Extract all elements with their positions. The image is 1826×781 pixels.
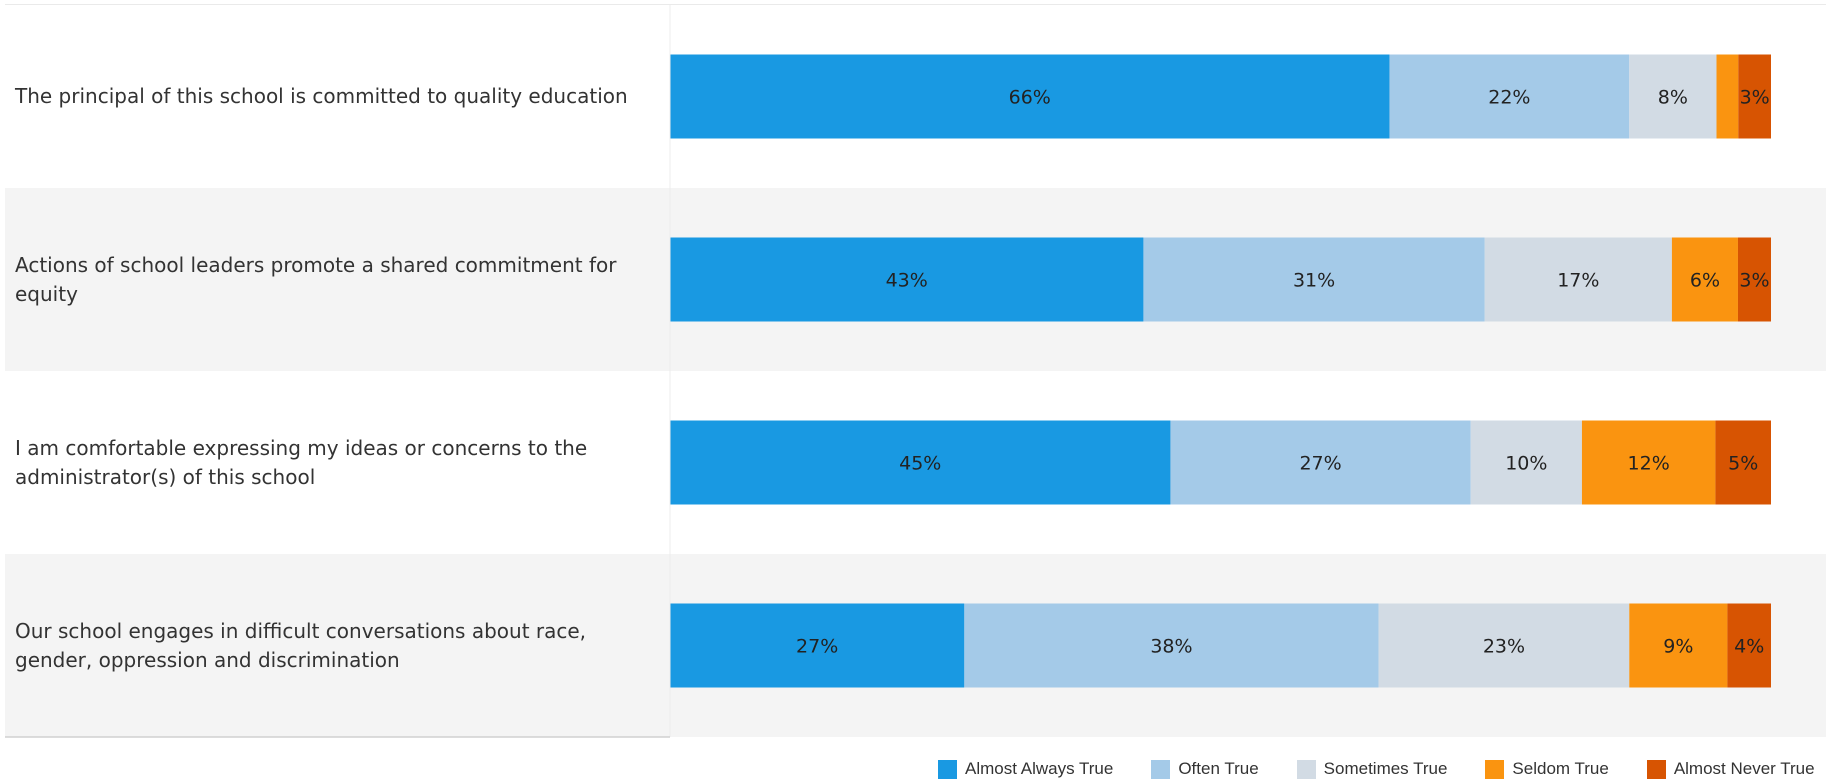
category-label: I am comfortable expressing my ideas or … <box>15 371 655 554</box>
bar-segment <box>1378 603 1630 688</box>
bar-value-label: 27% <box>1299 453 1341 475</box>
legend-item: Seldom True <box>1485 759 1609 779</box>
bar-value-label: 17% <box>1557 270 1599 292</box>
bar-value-label: 3% <box>1740 87 1770 109</box>
legend-label: Often True <box>1178 759 1259 778</box>
bar-value-label: 27% <box>796 636 838 658</box>
bar-segment <box>1737 237 1771 322</box>
bar-segment <box>964 603 1379 688</box>
bar-segment <box>670 603 965 688</box>
bar-data-labels: 66% 22% 8% 3% 43% 31% 17% 6% 3% 45% 27% 10% 12% 5% 27%… <box>796 87 1770 658</box>
bar-segments <box>670 54 1771 688</box>
bar-segment <box>1470 420 1582 505</box>
bar-segment <box>670 237 1144 322</box>
bar-value-label: 5% <box>1728 453 1758 475</box>
bar-value-label: 4% <box>1734 636 1764 658</box>
bar-segment <box>1143 237 1485 322</box>
legend-label: Seldom True <box>1512 759 1609 778</box>
category-label-text: The principal of this school is committe… <box>15 84 628 108</box>
bar-value-label: 43% <box>886 270 928 292</box>
legend-swatch <box>1151 759 1171 779</box>
legend-item: Often True <box>1151 759 1259 779</box>
legend-swatch <box>1646 759 1666 779</box>
category-label-text: Our school engages in difficult conversa… <box>15 618 587 672</box>
legend-item: Sometimes True <box>1296 759 1448 779</box>
legend-label: Almost Never True <box>1673 759 1815 778</box>
bar-segment <box>1389 54 1630 139</box>
bar-segment <box>1671 237 1738 322</box>
category-label: The principal of this school is committe… <box>15 5 655 188</box>
category-label: Actions of school leaders promote a shar… <box>15 188 655 371</box>
bar-value-label: 6% <box>1690 270 1720 292</box>
bar-segment <box>1484 237 1672 322</box>
bar-value-label: 31% <box>1293 270 1335 292</box>
legend-label: Sometimes True <box>1323 759 1448 778</box>
legend-item: Almost Never True <box>1646 759 1815 779</box>
bar-value-label: 66% <box>1009 87 1051 109</box>
bar-value-label: 3% <box>1739 270 1769 292</box>
bar-value-label: 8% <box>1658 87 1688 109</box>
legend-swatch <box>938 759 957 779</box>
category-label-text: I am comfortable expressing my ideas or … <box>15 435 588 489</box>
bar-segment <box>1716 54 1739 139</box>
bar-segment <box>1581 420 1716 505</box>
legend-label: Almost Always True <box>965 759 1114 778</box>
bar-value-label: 22% <box>1488 87 1530 109</box>
bar-value-label: 23% <box>1483 636 1525 658</box>
chart-legend: Almost Always True Often True Sometimes Tr… <box>938 757 1815 781</box>
bar-segment <box>670 54 1390 139</box>
legend-item: Almost Always True <box>938 759 1113 779</box>
bar-segment <box>1727 603 1771 688</box>
category-label: Our school engages in difficult conversa… <box>15 554 655 737</box>
bar-segment <box>1629 54 1717 139</box>
bar-value-label: 45% <box>899 453 941 475</box>
bar-segment <box>1629 603 1728 688</box>
bar-segment <box>1738 54 1771 139</box>
bar-segment <box>1715 420 1771 505</box>
category-label-text: Actions of school leaders promote a shar… <box>15 252 617 306</box>
legend-swatch <box>1485 759 1505 779</box>
bar-value-label: 9% <box>1663 636 1693 658</box>
bar-value-label: 10% <box>1505 453 1547 475</box>
bar-value-label: 38% <box>1150 636 1192 658</box>
bar-segment <box>1170 420 1471 505</box>
bar-value-label: 12% <box>1628 453 1670 475</box>
legend-swatch <box>1296 759 1316 779</box>
bar-segment <box>670 420 1171 505</box>
